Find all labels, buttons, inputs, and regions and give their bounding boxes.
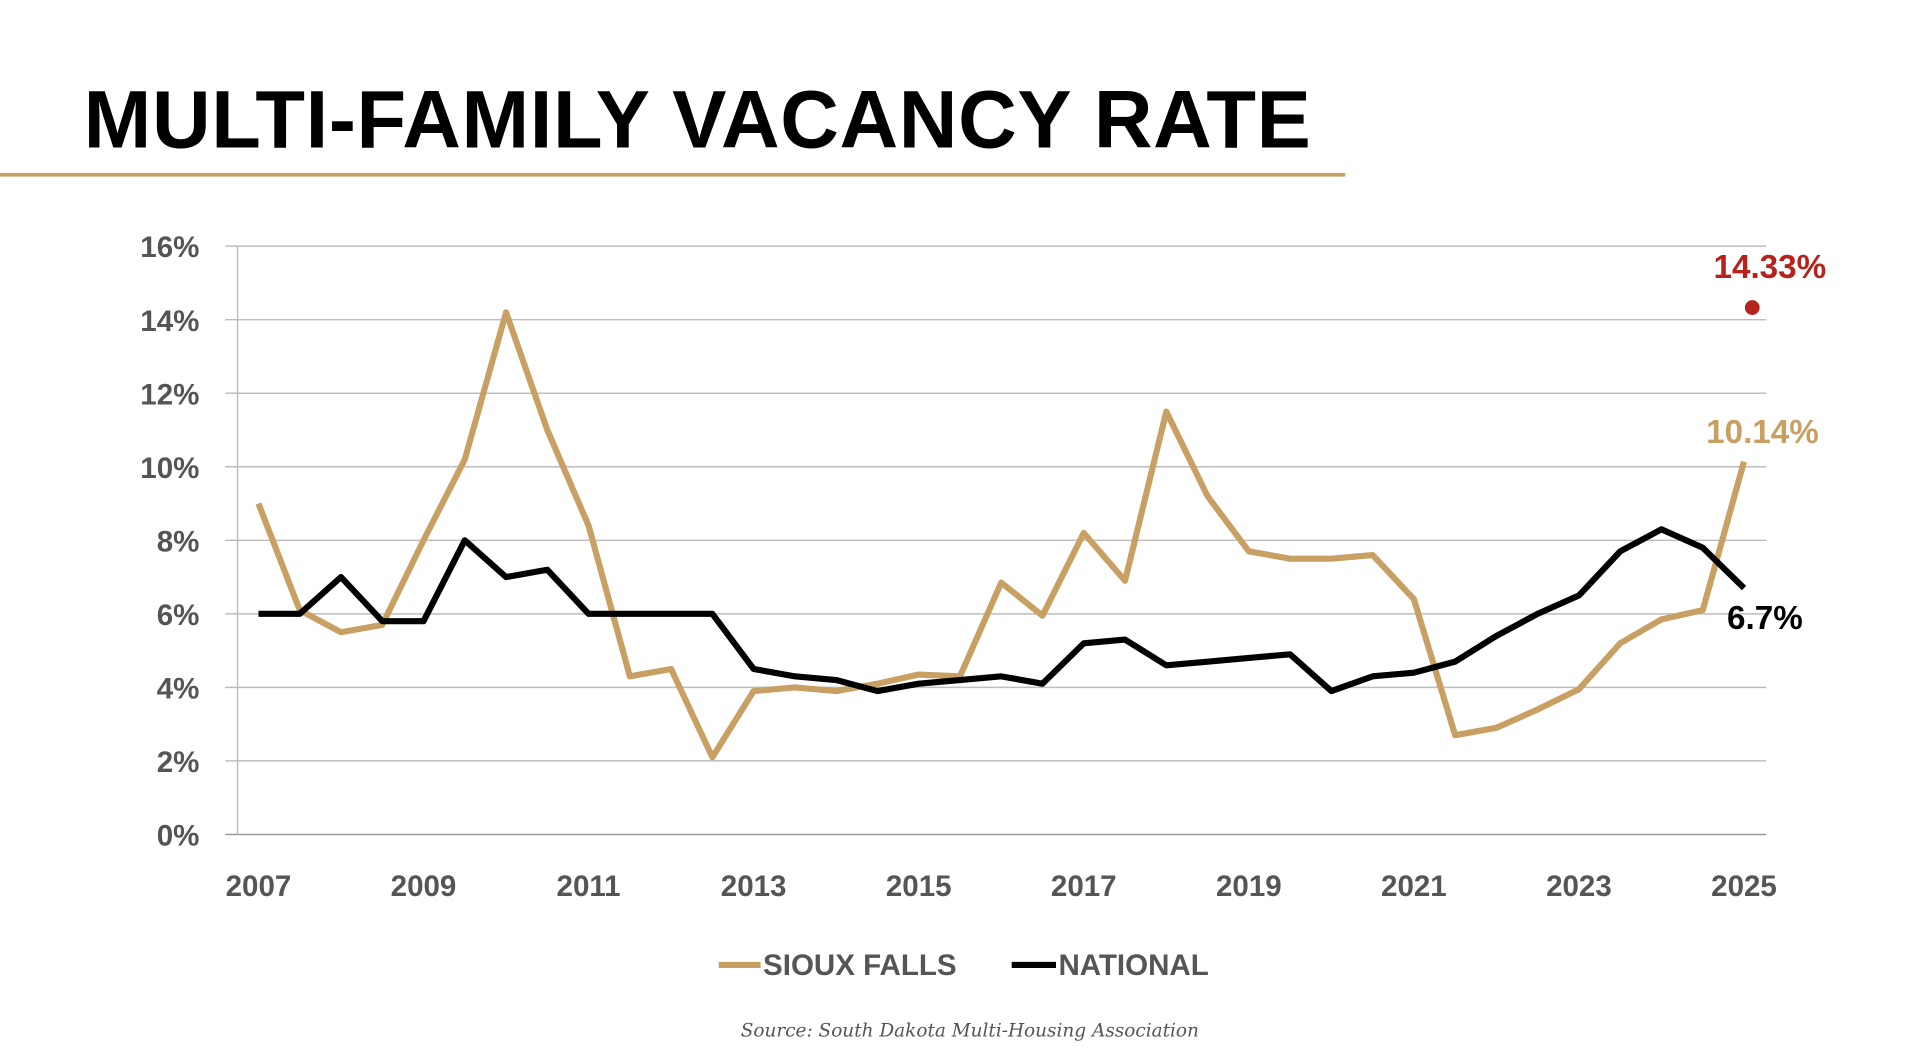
highlight-point [1744, 300, 1760, 315]
legend: SIOUX FALLS NATIONAL [718, 949, 1209, 982]
y-tick-label: 10% [140, 452, 199, 485]
x-tick-label: 2017 [1051, 870, 1117, 903]
x-tick-label: 2025 [1711, 870, 1777, 903]
y-tick-label: 16% [140, 231, 199, 264]
y-tick-label: 12% [140, 378, 199, 411]
x-tick-label: 2013 [721, 870, 787, 903]
legend-label-sioux-falls: SIOUX FALLS [763, 949, 957, 982]
x-tick-label: 2009 [391, 870, 457, 903]
series-lines [255, 309, 1747, 761]
page-title: MULTI-FAMILY VACANCY RATE [84, 75, 1312, 166]
annotation-sioux-falls: 10.14% [1706, 414, 1819, 451]
annotations: 14.33% 10.14% 6.7% [1706, 249, 1826, 637]
y-tick-label: 8% [157, 525, 200, 558]
annotation-highlight: 14.33% [1714, 249, 1827, 286]
x-tick-label: 2007 [226, 870, 292, 903]
y-tick-label: 2% [157, 746, 200, 779]
y-tick-label: 6% [157, 599, 200, 632]
x-tick-label: 2023 [1546, 870, 1612, 903]
x-tick-label: 2021 [1381, 870, 1447, 903]
y-axis: 0% 2% 4% 6% 8% 10% 12% 14% 16% [140, 231, 199, 852]
annotation-national: 6.7% [1727, 600, 1803, 637]
x-axis: 2007 2009 2011 2013 2015 2017 2019 2021 2023 2025 [226, 870, 1777, 903]
y-tick-label: 4% [157, 672, 200, 705]
grid [225, 245, 1767, 836]
x-tick-label: 2015 [886, 870, 952, 903]
legend-label-national: NATIONAL [1058, 949, 1208, 982]
x-tick-label: 2019 [1216, 870, 1282, 903]
y-tick-label: 0% [157, 820, 200, 853]
x-tick-label: 2011 [557, 870, 621, 903]
y-tick-label: 14% [140, 305, 199, 338]
source-note: Source: South Dakota Multi-Housing Assoc… [741, 1020, 1199, 1041]
series-line-sioux-falls [255, 309, 1747, 761]
series-line-national [258, 526, 1747, 695]
